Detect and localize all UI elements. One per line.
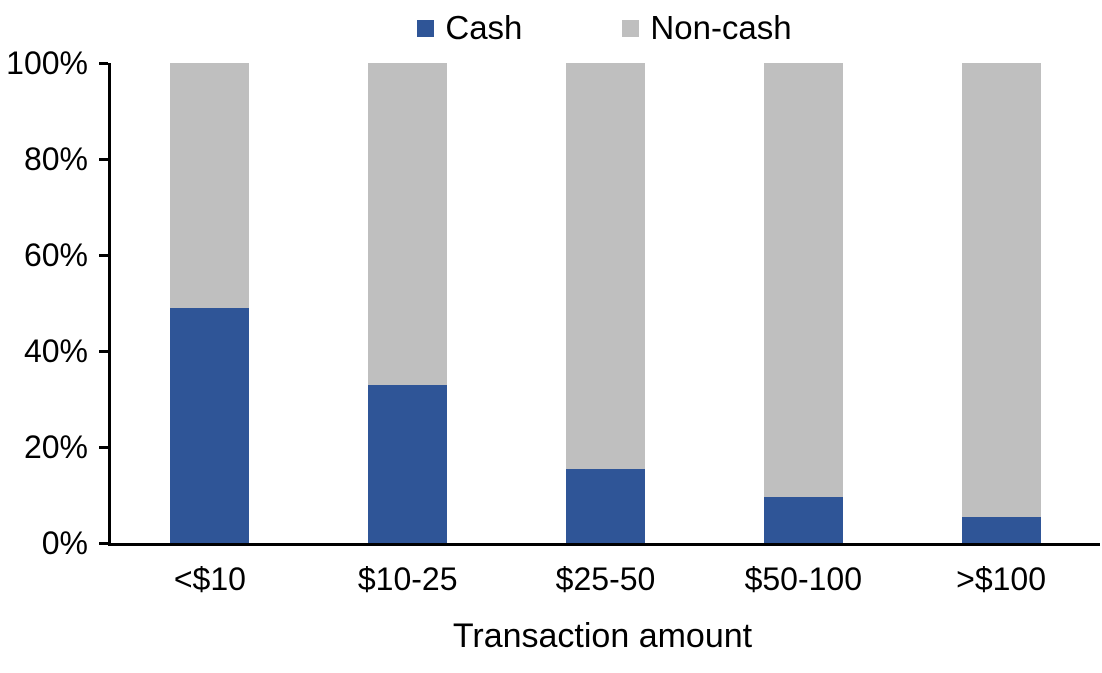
bar-$25-50	[565, 63, 645, 543]
category-slot	[704, 63, 902, 543]
segment-cash	[368, 384, 448, 543]
y-tick-label: 60%	[23, 237, 88, 273]
bar-<$10	[170, 63, 250, 543]
y-tick-mark	[99, 254, 108, 257]
y-tick-label: 20%	[23, 429, 88, 465]
legend-item-noncash: Non-cash	[622, 9, 792, 46]
legend-item-cash: Cash	[417, 10, 522, 46]
segment-non-cash	[961, 63, 1041, 517]
category-slot	[309, 63, 507, 543]
segment-cash	[565, 468, 645, 543]
y-tick-mark	[99, 446, 108, 449]
category-slot	[902, 63, 1100, 543]
segment-non-cash	[565, 63, 645, 469]
y-tick-mark	[99, 542, 108, 545]
bar-$10-25	[368, 63, 448, 543]
x-tick-label: $25-50	[555, 561, 656, 597]
noncash-legend-label: Non-cash	[650, 9, 792, 46]
segment-non-cash	[763, 63, 843, 498]
x-tick-label: <$10	[173, 561, 246, 597]
segment-non-cash	[368, 63, 448, 385]
plot-area	[108, 63, 1100, 546]
bar->$100	[961, 63, 1041, 543]
legend: Cash Non-cash	[110, 10, 1099, 46]
y-tick-mark	[99, 62, 108, 65]
category-slot	[507, 63, 705, 543]
y-tick-mark	[99, 350, 108, 353]
y-tick-label: 80%	[23, 141, 88, 177]
segment-cash	[763, 497, 843, 543]
bar-$50-100	[763, 63, 843, 543]
segment-cash	[170, 307, 250, 543]
cash-legend-swatch-icon	[417, 19, 435, 37]
cash-legend-label: Cash	[445, 9, 523, 46]
category-slot	[111, 63, 309, 543]
x-axis-tick-labels: <$10 $10-25 $25-50 $50-100 >$100	[111, 560, 1100, 598]
y-tick-label: 0%	[41, 525, 88, 561]
y-tick-label: 100%	[6, 45, 88, 81]
y-tick-label: 40%	[23, 333, 88, 369]
x-tick-label: $50-100	[744, 561, 862, 597]
segment-non-cash	[170, 63, 250, 308]
x-tick-label: $10-25	[357, 561, 458, 597]
x-axis-title: Transaction amount	[452, 617, 753, 655]
noncash-legend-swatch-icon	[622, 19, 640, 37]
x-tick-label: >$100	[956, 561, 1047, 597]
segment-cash	[961, 516, 1041, 543]
y-tick-mark	[99, 158, 108, 161]
